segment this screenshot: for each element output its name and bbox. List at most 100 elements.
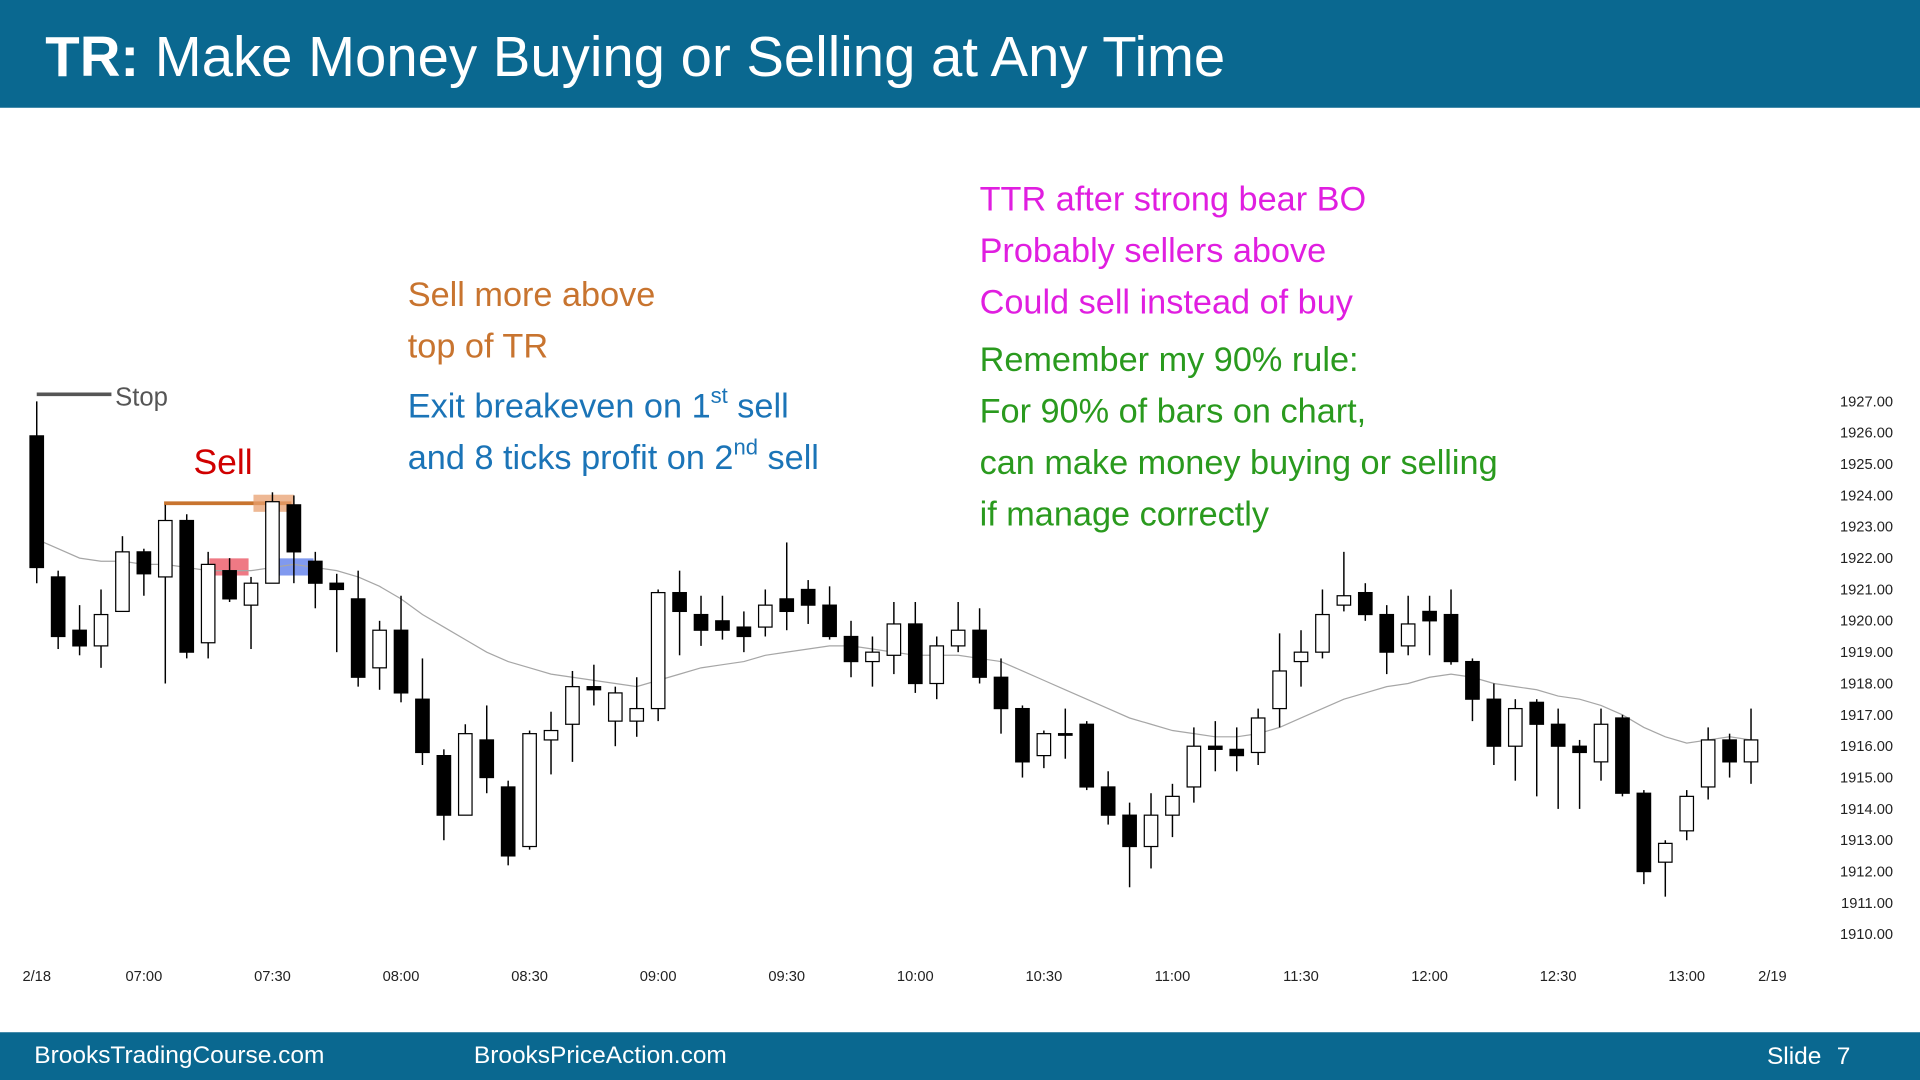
candle-body <box>1079 723 1095 788</box>
candle-body <box>72 629 87 647</box>
slide-title: TR: Make Money Buying or Selling at Any … <box>45 25 1225 88</box>
candle-body <box>1700 739 1716 788</box>
candle-body <box>1443 613 1459 663</box>
candle-body <box>1679 795 1695 832</box>
candle-body <box>1207 745 1223 750</box>
candle-body <box>243 582 259 606</box>
annotation: Exit breakeven on 1st sell <box>408 383 789 426</box>
candle-body <box>1336 595 1352 606</box>
candle-body <box>50 576 66 638</box>
x-tick-label: 08:00 <box>383 969 420 985</box>
candle-body <box>1100 786 1116 816</box>
annotation: Sell more above <box>408 276 656 314</box>
candle-body <box>950 629 966 647</box>
candle-body <box>1357 591 1373 616</box>
candle-body <box>672 591 687 613</box>
candle-body <box>1250 717 1266 754</box>
candle-body <box>886 623 902 656</box>
candle-body <box>757 604 773 628</box>
candle-body <box>629 707 645 722</box>
candle-body <box>865 651 880 663</box>
candle-body <box>1379 613 1395 653</box>
x-tick-label: 11:30 <box>1283 969 1319 985</box>
candle-body <box>1422 610 1437 622</box>
candle-body <box>286 504 302 553</box>
candle-body <box>93 613 109 647</box>
candle-body <box>522 733 537 848</box>
x-tick-label: 11:00 <box>1155 969 1191 985</box>
annotation: if manage correctly <box>980 495 1270 533</box>
y-tick-label: 1922.00 <box>1840 551 1893 567</box>
y-tick-label: 1927.00 <box>1840 394 1893 410</box>
candle-body <box>350 598 366 678</box>
annotation-part: Exit breakeven on 1 <box>408 388 711 426</box>
x-tick-label: 08:30 <box>511 969 548 985</box>
annotation: Probably sellers above <box>980 232 1327 270</box>
candle-body <box>265 501 280 584</box>
y-tick-label: 1925.00 <box>1840 457 1893 473</box>
sell-label: Sell <box>193 442 252 482</box>
candle-body <box>179 519 195 653</box>
candle-body <box>457 733 473 816</box>
candle-body <box>500 786 516 857</box>
stop-label: Stop <box>115 383 168 411</box>
plot: 1910.00 1911.00 1912.00 1913.00 1914.00 1915.… <box>22 394 1893 985</box>
candle-body <box>1165 795 1180 816</box>
y-tick-label: 1924.00 <box>1840 488 1893 504</box>
candle-body <box>329 582 345 591</box>
y-tick-label: 1926.00 <box>1840 426 1893 442</box>
candle-body <box>1743 739 1759 763</box>
candle-body <box>415 698 430 754</box>
candle-body <box>200 563 216 644</box>
candle-body <box>1465 660 1480 700</box>
x-tick-label: 12:30 <box>1540 969 1577 985</box>
footer-bar <box>0 1032 1920 1080</box>
x-tick-label: 10:30 <box>1025 969 1062 985</box>
candle-body <box>822 604 837 638</box>
candle-body <box>843 635 859 663</box>
annotation: Remember my 90% rule: <box>980 341 1359 379</box>
candle-body <box>1229 748 1245 757</box>
title-prefix: TR: <box>45 25 139 88</box>
y-tick-label: 1917.00 <box>1840 708 1893 724</box>
candle-body <box>972 629 987 678</box>
footer-left: BrooksTradingCourse.com <box>34 1042 324 1069</box>
y-tick-label: 1919.00 <box>1840 645 1893 661</box>
candle-body <box>607 692 623 722</box>
y-tick-label: 1915.00 <box>1840 770 1893 786</box>
x-tick-label: 2/19 <box>1758 969 1787 985</box>
candle-body <box>479 739 495 779</box>
candle-body <box>650 591 666 710</box>
y-tick-label: 1911.00 <box>1841 896 1893 912</box>
candle-body <box>1486 698 1502 747</box>
x-tick-label: 12:00 <box>1411 969 1448 985</box>
annotation: For 90% of bars on chart, <box>980 392 1367 430</box>
title-text: Make Money Buying or Selling at Any Time <box>155 25 1225 88</box>
x-tick-label: 09:30 <box>768 969 805 985</box>
x-tick-label: 13:00 <box>1668 969 1705 985</box>
y-tick-label: 1923.00 <box>1840 520 1893 536</box>
y-tick-label: 1913.00 <box>1840 833 1893 849</box>
candle-body <box>1036 733 1052 757</box>
candle-body <box>436 754 452 816</box>
candle-body <box>715 620 730 631</box>
y-tick-label: 1921.00 <box>1840 582 1893 598</box>
candle-body <box>993 676 1009 710</box>
candle-body <box>1572 745 1587 754</box>
candle-body <box>1015 707 1030 763</box>
superscript: nd <box>733 434 758 459</box>
slide-number: 7 <box>1837 1043 1851 1070</box>
y-tick-label: 1910.00 <box>1840 927 1893 943</box>
candle-body <box>693 613 709 631</box>
candle-body <box>565 686 580 725</box>
candle-body <box>543 729 559 741</box>
candle-body <box>29 435 45 569</box>
candle-body <box>736 626 752 638</box>
candle-body <box>800 588 816 606</box>
candle-body <box>372 629 387 669</box>
x-tick-label: 07:30 <box>254 969 291 985</box>
candle-body <box>1122 814 1137 848</box>
x-tick-label: 09:00 <box>640 969 677 985</box>
